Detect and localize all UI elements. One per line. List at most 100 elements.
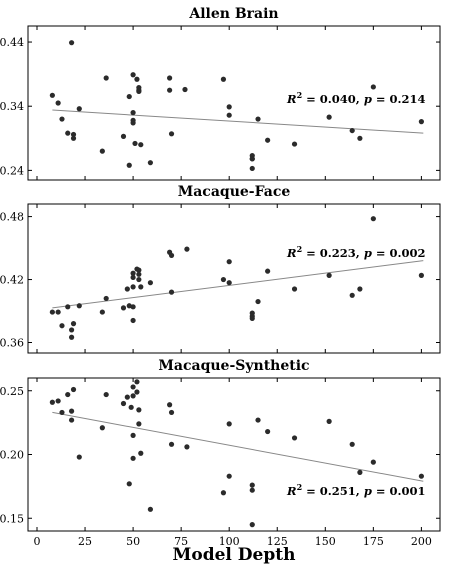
data-point — [103, 295, 109, 302]
data-point — [59, 409, 65, 416]
data-point — [124, 394, 130, 400]
data-point — [134, 379, 140, 385]
data-point — [70, 321, 77, 327]
y-tick-label: 0.15 — [0, 512, 24, 525]
data-point — [99, 148, 105, 154]
panel-title: Macaque-Synthetic — [158, 358, 309, 374]
data-point — [326, 418, 332, 424]
data-point — [249, 165, 255, 172]
data-point — [130, 120, 136, 126]
data-point — [168, 131, 175, 137]
chart-panel-1: Allen Brain 0.24 0.34 0.44 R2 = 0.040, p = 0… — [0, 6, 441, 181]
y-tick-label: 0.25 — [0, 385, 24, 398]
data-point — [349, 292, 355, 298]
data-point — [138, 142, 144, 148]
data-point — [291, 435, 298, 441]
regression-line — [52, 411, 424, 482]
chart-panel-2: Macaque-Face 0.36 0.42 0.48 R2 = 0.223, p = … — [0, 184, 441, 354]
data-point — [126, 481, 132, 487]
data-point — [68, 417, 75, 423]
data-point — [226, 473, 232, 479]
data-point — [357, 286, 363, 292]
data-point — [130, 72, 136, 78]
plot-frame — [27, 203, 441, 354]
data-point — [70, 135, 77, 141]
data-point — [147, 280, 153, 286]
data-point — [65, 304, 71, 310]
data-point — [130, 274, 136, 281]
data-point — [99, 309, 105, 315]
data-point — [226, 259, 232, 265]
y-tick-label: 0.42 — [0, 274, 24, 287]
data-point — [249, 522, 255, 528]
data-point — [167, 75, 173, 81]
data-point — [68, 334, 75, 340]
data-point — [168, 289, 175, 295]
data-point — [226, 280, 232, 286]
data-point — [249, 156, 255, 162]
y-tick-label: 0.20 — [0, 449, 24, 462]
data-point — [59, 116, 65, 122]
data-point — [168, 252, 175, 259]
data-point — [370, 84, 376, 90]
y-tick-label: 0.24 — [0, 164, 24, 177]
data-point — [370, 216, 376, 222]
data-point — [130, 110, 136, 116]
data-point — [220, 490, 227, 496]
data-point — [184, 246, 190, 252]
data-point — [126, 93, 132, 100]
stats-annotation: R2 = 0.251, p = 0.001 — [286, 482, 426, 498]
data-point — [147, 506, 153, 512]
x-tick-label: 100 — [219, 535, 240, 548]
data-point — [103, 391, 109, 398]
data-point — [126, 162, 132, 168]
data-point — [120, 305, 127, 311]
plot-frame — [27, 377, 441, 532]
data-point — [291, 286, 298, 292]
data-point — [418, 473, 424, 479]
data-point — [76, 454, 82, 460]
x-tick-label: 175 — [363, 535, 384, 548]
data-point — [255, 298, 261, 305]
data-point — [103, 75, 109, 81]
data-point — [349, 127, 355, 134]
data-point — [130, 304, 136, 310]
data-point — [65, 130, 71, 136]
data-point — [76, 303, 82, 309]
data-point — [136, 267, 142, 273]
data-point — [132, 140, 138, 147]
x-tick-label: 200 — [411, 535, 432, 548]
data-point — [130, 284, 136, 290]
data-point — [130, 384, 136, 390]
data-point — [49, 399, 55, 405]
data-point — [226, 104, 232, 110]
data-point — [326, 272, 332, 278]
data-point — [349, 441, 355, 447]
data-point — [70, 131, 77, 138]
data-point — [68, 408, 75, 414]
data-point — [220, 276, 227, 283]
data-point — [55, 398, 61, 404]
data-point — [134, 76, 140, 82]
data-point — [370, 459, 376, 465]
data-point — [120, 400, 127, 407]
x-tick-label: 0 — [34, 535, 41, 548]
stats-annotation: R2 = 0.223, p = 0.002 — [286, 244, 426, 260]
data-point — [249, 487, 255, 493]
data-point — [138, 284, 144, 290]
data-point — [130, 455, 136, 461]
data-point — [265, 428, 271, 435]
data-point — [134, 389, 140, 395]
data-point — [49, 92, 55, 98]
data-point — [255, 116, 261, 122]
x-tick-label: 25 — [78, 535, 92, 548]
data-point — [136, 407, 142, 413]
data-point — [184, 444, 190, 450]
data-point — [124, 286, 130, 292]
data-point — [55, 309, 61, 315]
chart-panel-3: Macaque-Synthetic 0.15 0.20 0.25 0 25 50 75 100 1… — [0, 358, 441, 565]
data-point — [255, 417, 261, 423]
data-point — [249, 482, 255, 488]
x-axis-label: Model Depth — [173, 545, 296, 565]
data-point — [226, 421, 232, 427]
